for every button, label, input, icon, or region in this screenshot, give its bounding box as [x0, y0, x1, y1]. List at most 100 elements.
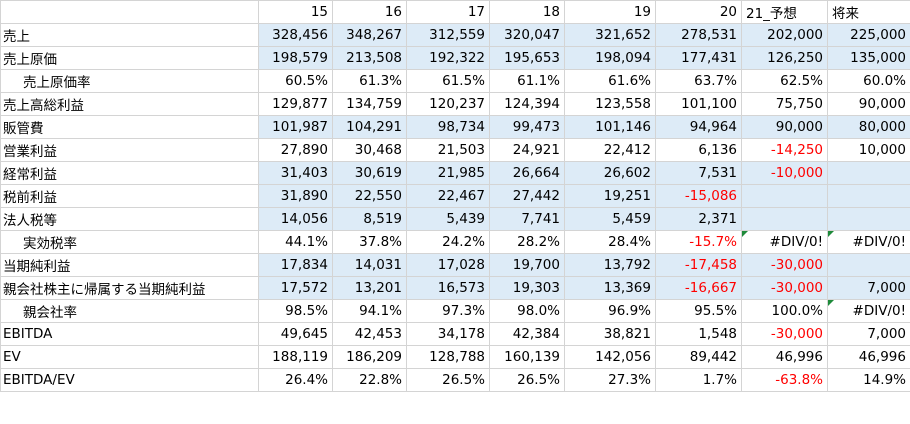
header-cell-18[interactable]: 18 — [489, 0, 565, 24]
data-cell[interactable]: -16,667 — [655, 276, 742, 300]
data-cell[interactable]: 28.2% — [489, 230, 565, 254]
data-cell[interactable]: 22,467 — [406, 184, 490, 208]
data-cell[interactable]: 95.5% — [655, 299, 742, 323]
data-cell[interactable]: 34,178 — [406, 322, 490, 346]
row-label-cell[interactable]: EBITDA/EV — [0, 368, 259, 392]
data-cell[interactable]: 22,550 — [332, 184, 407, 208]
data-cell[interactable]: 134,759 — [332, 92, 407, 116]
data-cell[interactable]: 100.0% — [741, 299, 828, 323]
data-cell[interactable]: 46,996 — [827, 345, 910, 369]
data-cell[interactable]: #DIV/0! — [827, 230, 910, 254]
data-cell[interactable]: -17,458 — [655, 253, 742, 277]
header-cell-future[interactable]: 将来 — [827, 0, 910, 24]
data-cell[interactable]: 99,473 — [489, 115, 565, 139]
data-cell[interactable]: 94,964 — [655, 115, 742, 139]
data-cell[interactable]: 60.0% — [827, 69, 910, 93]
row-label-cell[interactable]: 売上原価 — [0, 46, 259, 70]
data-cell[interactable]: 1,548 — [655, 322, 742, 346]
data-cell[interactable]: 21,503 — [406, 138, 490, 162]
data-cell[interactable]: 225,000 — [827, 23, 910, 47]
row-label-cell[interactable]: 経常利益 — [0, 161, 259, 185]
data-cell[interactable]: 160,139 — [489, 345, 565, 369]
data-cell[interactable]: 129,877 — [258, 92, 333, 116]
data-cell[interactable]: 90,000 — [827, 92, 910, 116]
data-cell[interactable]: 62.5% — [741, 69, 828, 93]
data-cell[interactable]: #DIV/0! — [741, 230, 828, 254]
data-cell[interactable]: 13,201 — [332, 276, 407, 300]
data-cell[interactable]: 198,579 — [258, 46, 333, 70]
header-cell-17[interactable]: 17 — [406, 0, 490, 24]
row-label-cell[interactable]: 法人税等 — [0, 207, 259, 231]
row-label-cell[interactable]: 売上原価率 — [0, 69, 259, 93]
data-cell[interactable]: 26.4% — [258, 368, 333, 392]
data-cell[interactable]: 31,403 — [258, 161, 333, 185]
data-cell[interactable]: 101,987 — [258, 115, 333, 139]
data-cell[interactable]: 61.1% — [489, 69, 565, 93]
row-label-cell[interactable]: EBITDA — [0, 322, 259, 346]
data-cell[interactable]: #DIV/0! — [827, 299, 910, 323]
data-cell[interactable]: 321,652 — [564, 23, 656, 47]
data-cell[interactable]: 44.1% — [258, 230, 333, 254]
data-cell[interactable]: 13,792 — [564, 253, 656, 277]
header-cell-19[interactable]: 19 — [564, 0, 656, 24]
data-cell[interactable]: 7,000 — [827, 322, 910, 346]
data-cell[interactable]: 26.5% — [489, 368, 565, 392]
data-cell[interactable]: 101,100 — [655, 92, 742, 116]
data-cell[interactable]: 46,996 — [741, 345, 828, 369]
header-cell-20[interactable]: 20 — [655, 0, 742, 24]
data-cell[interactable]: 126,250 — [741, 46, 828, 70]
data-cell[interactable]: 30,468 — [332, 138, 407, 162]
data-cell[interactable]: 27,890 — [258, 138, 333, 162]
row-label-cell[interactable]: 売上 — [0, 23, 259, 47]
row-label-cell[interactable]: EV — [0, 345, 259, 369]
data-cell[interactable]: -30,000 — [741, 322, 828, 346]
header-corner-cell[interactable] — [0, 0, 259, 24]
row-label-cell[interactable]: 親会社株主に帰属する当期純利益 — [0, 276, 259, 300]
data-cell[interactable]: 198,094 — [564, 46, 656, 70]
data-cell[interactable]: 49,645 — [258, 322, 333, 346]
row-label-cell[interactable]: 親会社率 — [0, 299, 259, 323]
data-cell[interactable]: 192,322 — [406, 46, 490, 70]
row-label-cell[interactable]: 税前利益 — [0, 184, 259, 208]
data-cell[interactable]: -30,000 — [741, 276, 828, 300]
data-cell[interactable] — [827, 207, 910, 231]
data-cell[interactable]: 26,664 — [489, 161, 565, 185]
data-cell[interactable]: 320,047 — [489, 23, 565, 47]
header-cell-15[interactable]: 15 — [258, 0, 333, 24]
data-cell[interactable]: 16,573 — [406, 276, 490, 300]
data-cell[interactable]: 13,369 — [564, 276, 656, 300]
data-cell[interactable]: -30,000 — [741, 253, 828, 277]
data-cell[interactable]: -14,250 — [741, 138, 828, 162]
data-cell[interactable] — [741, 184, 828, 208]
data-cell[interactable]: 135,000 — [827, 46, 910, 70]
data-cell[interactable] — [827, 184, 910, 208]
data-cell[interactable]: -63.8% — [741, 368, 828, 392]
data-cell[interactable]: 89,442 — [655, 345, 742, 369]
data-cell[interactable]: 128,788 — [406, 345, 490, 369]
data-cell[interactable]: 94.1% — [332, 299, 407, 323]
data-cell[interactable]: 5,439 — [406, 207, 490, 231]
data-cell[interactable]: 75,750 — [741, 92, 828, 116]
data-cell[interactable]: 17,834 — [258, 253, 333, 277]
data-cell[interactable]: 14,056 — [258, 207, 333, 231]
row-label-cell[interactable]: 当期純利益 — [0, 253, 259, 277]
data-cell[interactable]: -15.7% — [655, 230, 742, 254]
data-cell[interactable]: -10,000 — [741, 161, 828, 185]
data-cell[interactable]: 37.8% — [332, 230, 407, 254]
data-cell[interactable]: 30,619 — [332, 161, 407, 185]
data-cell[interactable]: 104,291 — [332, 115, 407, 139]
data-cell[interactable]: 21,985 — [406, 161, 490, 185]
data-cell[interactable]: 97.3% — [406, 299, 490, 323]
data-cell[interactable]: 42,384 — [489, 322, 565, 346]
data-cell[interactable]: 124,394 — [489, 92, 565, 116]
data-cell[interactable]: 31,890 — [258, 184, 333, 208]
data-cell[interactable]: 22,412 — [564, 138, 656, 162]
data-cell[interactable]: 22.8% — [332, 368, 407, 392]
data-cell[interactable]: 63.7% — [655, 69, 742, 93]
data-cell[interactable]: 26.5% — [406, 368, 490, 392]
data-cell[interactable]: 24.2% — [406, 230, 490, 254]
data-cell[interactable]: 90,000 — [741, 115, 828, 139]
data-cell[interactable]: 123,558 — [564, 92, 656, 116]
data-cell[interactable]: 8,519 — [332, 207, 407, 231]
data-cell[interactable]: 27,442 — [489, 184, 565, 208]
